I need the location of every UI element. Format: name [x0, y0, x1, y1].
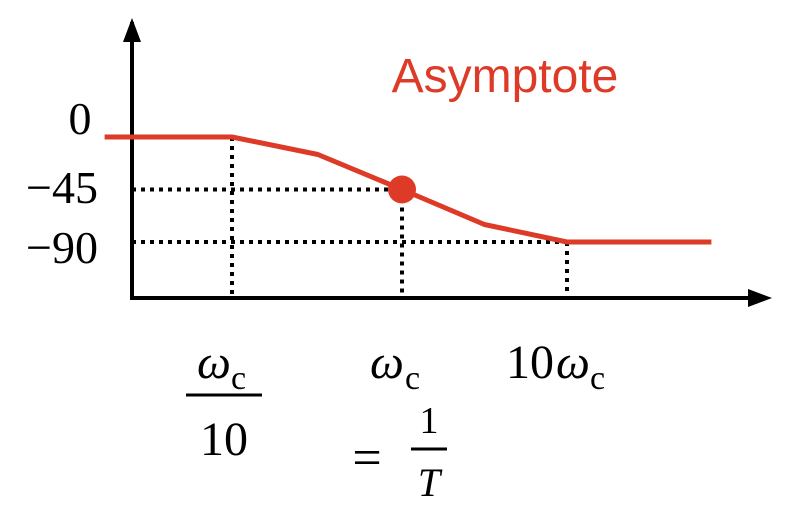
y-tick-label-0: 0: [69, 93, 92, 144]
equals-one-over-t: = 1 T: [352, 400, 447, 505]
equals-sign: =: [352, 430, 381, 487]
x-tick-label-omega-c: ω c: [370, 336, 420, 397]
asymptote-label: Asymptote: [392, 50, 619, 103]
denominator-10: 10: [200, 413, 248, 466]
omega-c-marker: [388, 175, 416, 204]
subscript-c: c: [405, 360, 420, 397]
x-axis-arrow-icon: [748, 289, 772, 307]
y-tick-label-minus-45: −45: [26, 162, 98, 213]
x-tick-label-10-omega-c: 10 ω c: [506, 336, 605, 397]
omega-symbol: ω: [197, 336, 231, 389]
y-axis-arrow-icon: [123, 18, 141, 42]
omega-symbol: ω: [370, 336, 404, 389]
subscript-c: c: [231, 360, 246, 397]
x-tick-label-omega-c-over-10: ω c 10: [186, 336, 262, 466]
subscript-c: c: [590, 360, 605, 397]
denominator-t: T: [418, 460, 443, 505]
numerator-1: 1: [420, 400, 439, 442]
omega-symbol: ω: [556, 336, 590, 389]
prefix-10: 10: [506, 336, 554, 389]
y-tick-label-minus-90: −90: [26, 222, 98, 273]
guide-lines: [132, 137, 569, 298]
